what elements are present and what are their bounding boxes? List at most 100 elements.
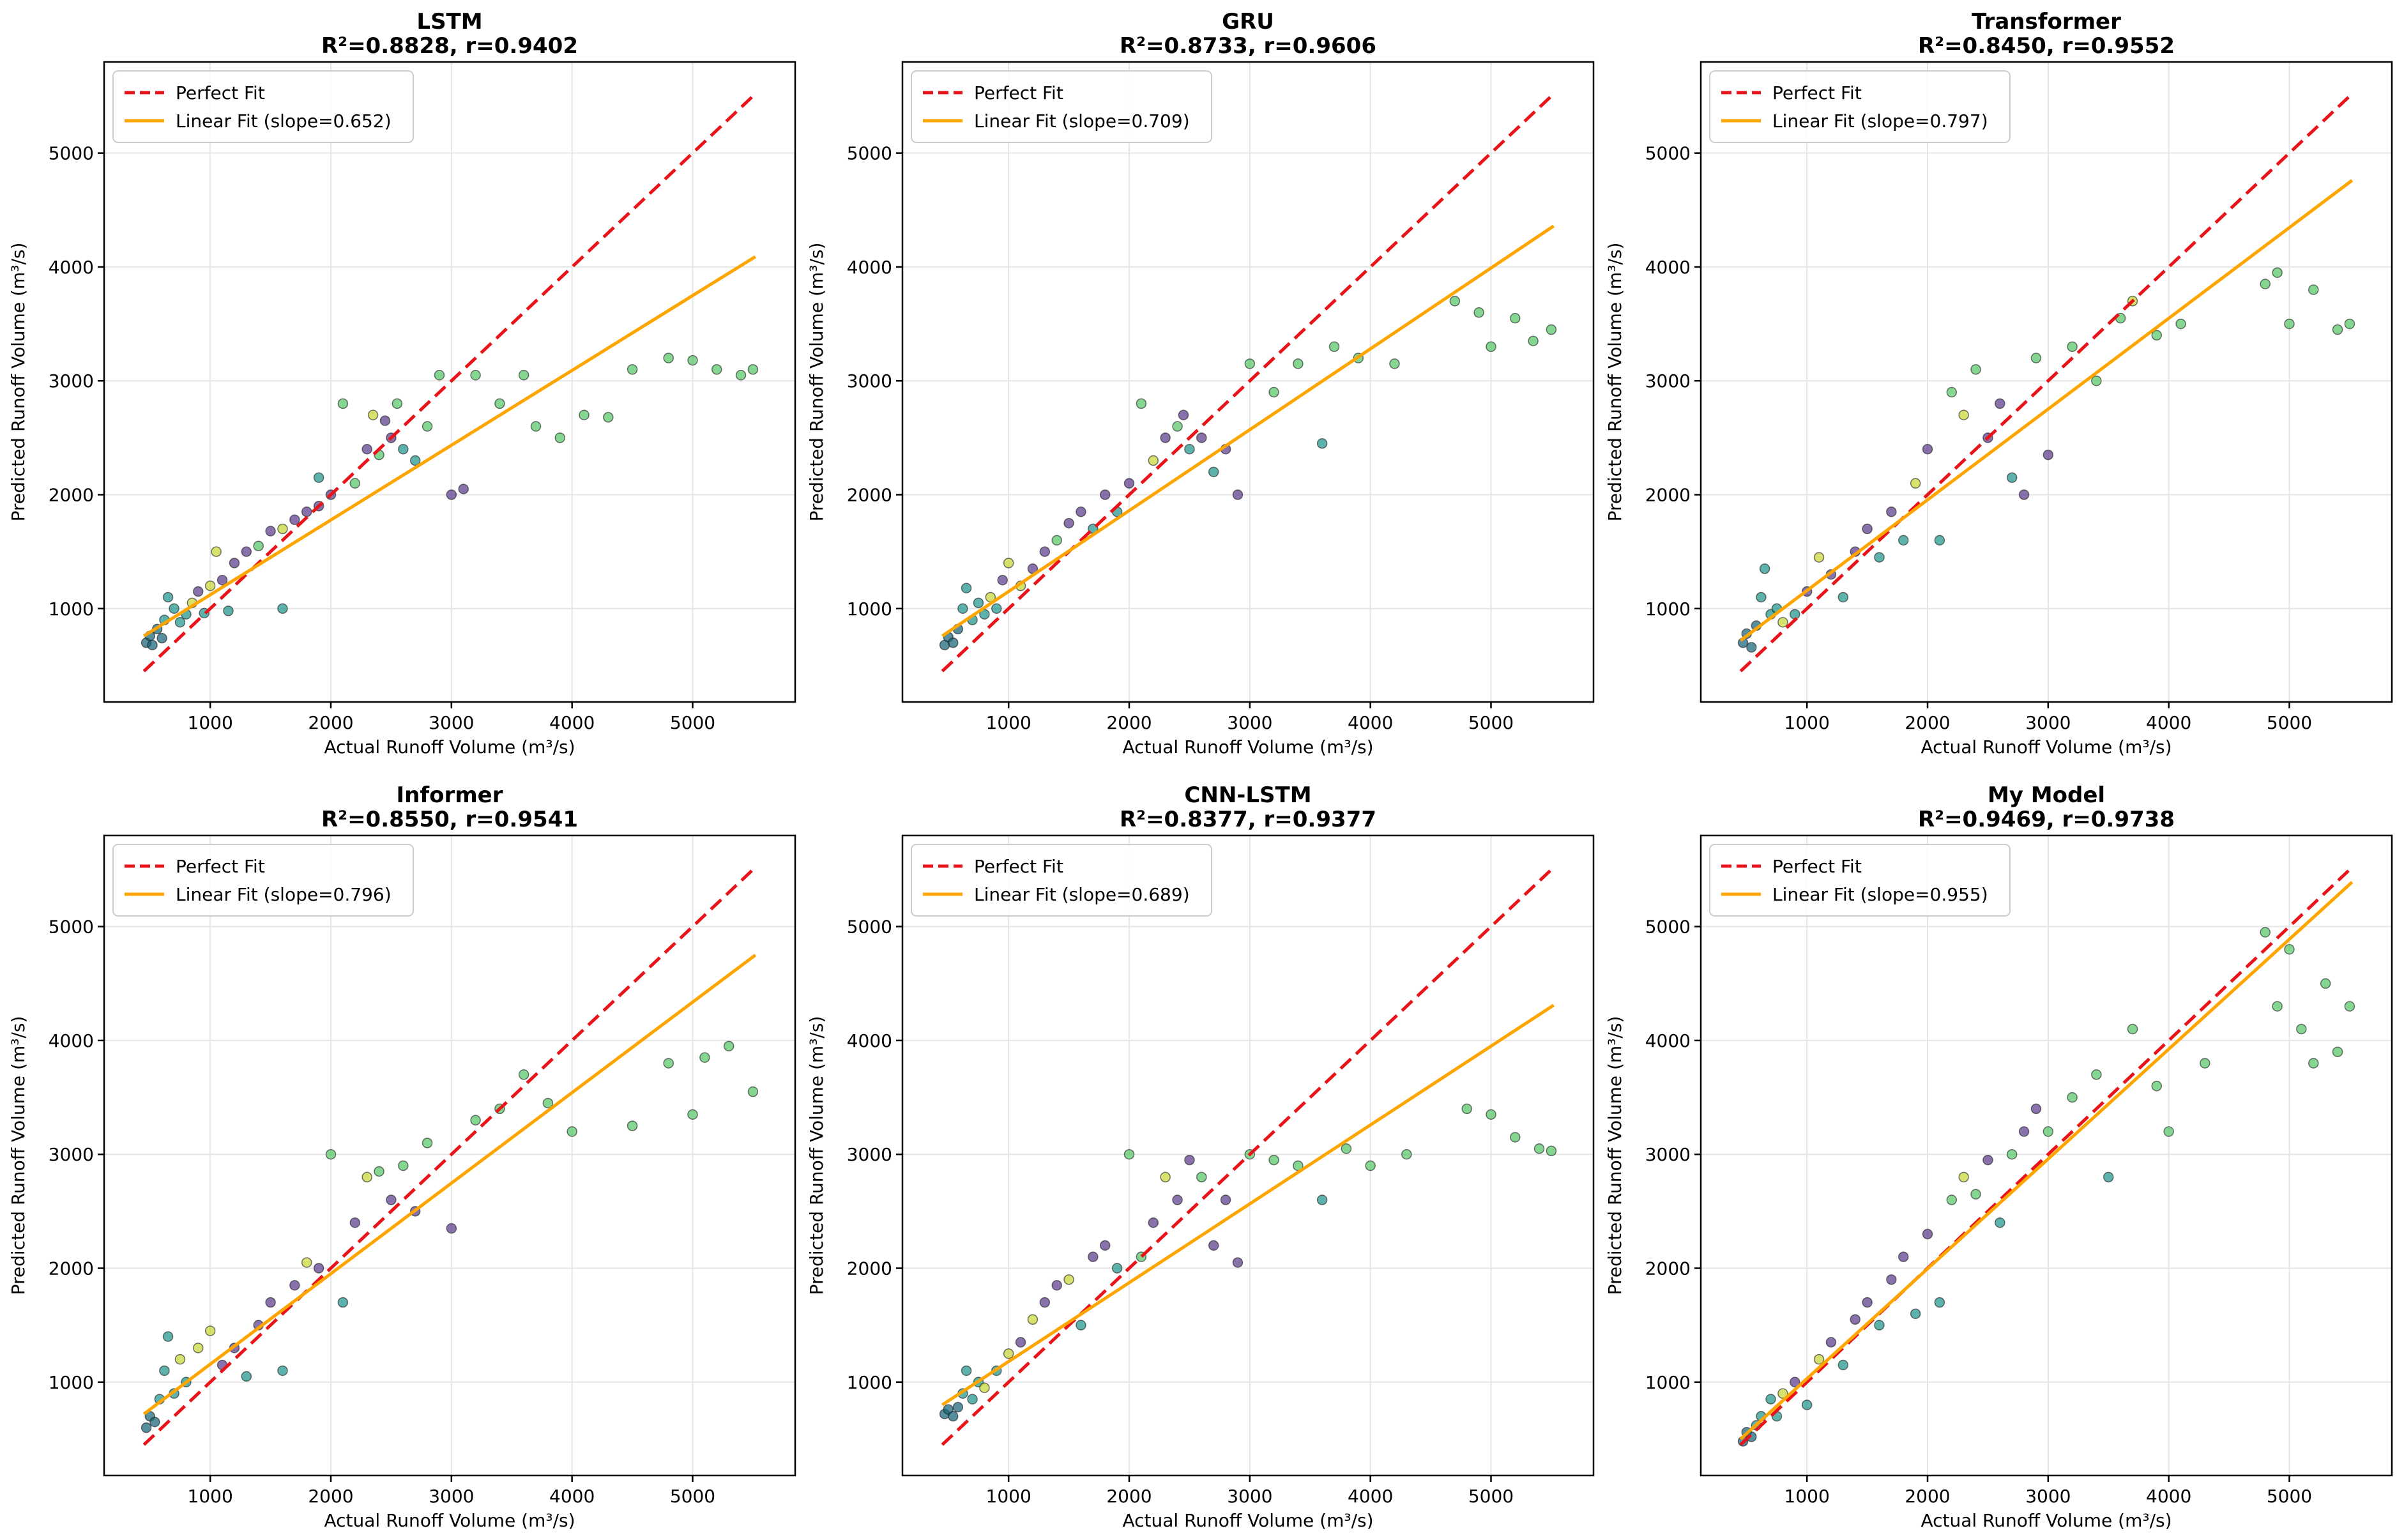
scatter-point [1886,507,1897,517]
scatter-point [1160,1171,1171,1183]
legend-box [1709,70,2011,143]
y-tick-label: 5000 [1645,917,1691,938]
plot-frame [103,834,796,1477]
scatter-point [289,514,300,525]
scatter-point [434,370,445,381]
subplot-5: 1000 2000 3000 4000 5000 1000 2000 3000 4000 5000… [806,782,1595,1531]
x-axis-label: Actual Runoff Volume (m³/s) [1921,736,2172,758]
scatter-point [2332,1046,2343,1058]
scatter-point [979,1382,990,1393]
scatter-point [470,1115,481,1125]
scatter-point [1328,341,1340,352]
scatter-point [289,1280,300,1291]
scatter-point [2151,1080,2163,1092]
legend-label-perfect-fit: Perfect Fit [974,82,1063,103]
scatter-point [422,1138,433,1148]
scatter-point [1039,1297,1051,1308]
legend-box [112,844,414,917]
scatter-point [627,364,638,375]
scatter-point [711,364,722,375]
perfect-fit-line [142,866,757,1446]
scatter-point [1365,1160,1376,1171]
x-axis-label: Actual Runoff Volume (m³/s) [1122,736,1373,758]
scatter-point [229,558,240,568]
scatter-point [1063,1274,1074,1285]
scatter-point [217,574,228,586]
scatter-point [961,583,972,593]
x-tick-label: 5000 [1468,712,1514,733]
legend-label-linear-fit: Linear Fit (slope=0.955) [1772,884,1988,905]
scatter-point [470,370,481,381]
scatter-point [627,1120,638,1131]
scatter-point [1196,432,1207,443]
scatter-point [1486,1109,1496,1120]
scatter-point [2344,318,2355,330]
y-tick-label: 4000 [49,257,94,278]
scatter-point [2103,1171,2114,1183]
y-tick-label: 3000 [49,370,94,392]
scatter-point [1970,364,1981,375]
x-tick-label: 4000 [549,712,595,733]
scatter-point [2127,1023,2138,1035]
scatter-point [1473,307,1484,318]
scatter-point [1898,1251,1909,1262]
subplot-1: 1000 2000 3000 4000 5000 1000 2000 3000 4000 5000… [8,9,796,758]
scatter-point [241,546,252,557]
scatter-point [494,398,505,409]
plot-area [104,835,795,1475]
legend-label-perfect-fit: Perfect Fit [176,856,265,877]
legend: Perfect Fit Linear Fit (slope=0.797) [1709,70,2011,143]
scatter-point [1232,1257,1244,1268]
scatter-point [2332,324,2343,335]
scatter-point [1172,421,1183,432]
scatter-point [193,1343,204,1353]
scatter-point [265,1297,276,1308]
y-tick-label: 5000 [49,143,94,164]
scatter-point [2308,284,2319,295]
y-tick-label: 1000 [847,598,892,620]
scatter-point [1111,1263,1123,1274]
subplot-6: 1000 2000 3000 4000 5000 1000 2000 3000 4000 5000… [1604,782,2393,1531]
scatter-point [2344,1001,2355,1012]
y-axis-label: Predicted Runoff Volume (m³/s) [806,243,827,522]
legend-box [911,844,1212,917]
scatter-point [1995,1217,2005,1228]
x-tick-label: 1000 [1784,1486,1830,1507]
plot-area [104,62,795,702]
scatter-point [1341,1143,1352,1154]
scatter-point [1813,1353,1825,1365]
scatter-point [193,586,204,597]
x-axis-label: Actual Runoff Volume (m³/s) [324,736,575,758]
scatter-point [147,639,158,651]
scatter-point [1244,358,1256,369]
scatter-point [1813,552,1825,563]
scatter-point [223,606,234,616]
linear-fit-line [1739,881,2354,1440]
y-axis-label: Predicted Runoff Volume (m³/s) [8,243,29,522]
subplot-subtitle: R²=0.8733, r=0.9606 [1120,33,1376,59]
scatter-point [277,523,288,535]
scatter-point [530,421,542,432]
scatter-point [1401,1148,1412,1160]
scatter-point [1862,523,1873,535]
plot-frame [103,61,796,703]
scatter-point [518,1069,529,1080]
scatter-point [957,603,968,614]
x-tick-label: 3000 [1227,712,1272,733]
scatter-point [973,597,984,609]
plot-area [902,62,1594,702]
scatter-point [1316,1194,1328,1205]
scatter-point [277,603,288,614]
x-axis-label: Actual Runoff Volume (m³/s) [324,1510,575,1531]
scatter-point [1777,1388,1788,1399]
scatter-point [723,1041,734,1052]
scatter-point [1220,1194,1231,1205]
x-tick-label: 2000 [1106,712,1152,733]
y-tick-label: 5000 [847,143,892,164]
scatter-point [1148,455,1159,466]
scatter-point [1910,1308,1921,1320]
y-tick-label: 4000 [49,1030,94,1051]
y-tick-label: 4000 [847,1030,892,1051]
x-tick-label: 5000 [2267,712,2312,733]
